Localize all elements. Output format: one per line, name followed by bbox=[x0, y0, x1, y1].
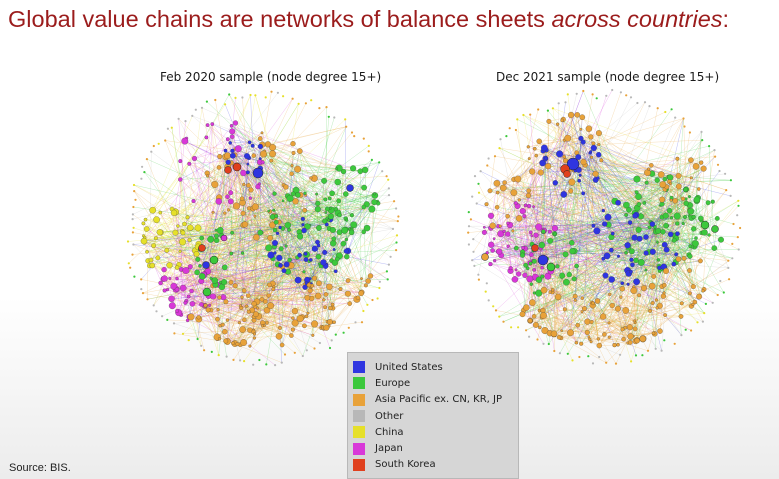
legend-item-asia-pacific: Asia Pacific ex. CN, KR, JP bbox=[353, 392, 518, 408]
legend-item-japan: Japan bbox=[353, 440, 518, 456]
network-graph-feb-2020 bbox=[126, 90, 400, 367]
network-nodes bbox=[467, 88, 742, 365]
legend-label: United States bbox=[375, 361, 443, 373]
legend-label: Asia Pacific ex. CN, KR, JP bbox=[375, 394, 503, 406]
source-note: Source: BIS. bbox=[9, 462, 71, 474]
legend-swatch bbox=[353, 458, 365, 471]
legend-item-south-korea: South Korea bbox=[353, 457, 518, 473]
legend-swatch bbox=[353, 361, 365, 374]
legend-item-europe: Europe bbox=[353, 375, 518, 391]
title-emphasis: across countries bbox=[551, 6, 723, 32]
legend-swatch bbox=[353, 377, 365, 390]
legend-label: Japan bbox=[375, 443, 403, 455]
panel-subtitle-feb-2020: Feb 2020 sample (node degree 15+) bbox=[160, 70, 382, 84]
legend-label: China bbox=[375, 426, 404, 438]
legend-item-united-states: United States bbox=[353, 359, 518, 375]
legend-label: South Korea bbox=[375, 459, 436, 471]
title-suffix: : bbox=[722, 6, 730, 32]
title-main: Global value chains are networks of bala… bbox=[8, 6, 552, 32]
legend-label: Europe bbox=[375, 377, 411, 389]
network-graph-dec-2021 bbox=[467, 88, 742, 365]
panel-subtitle-dec-2021: Dec 2021 sample (node degree 15+) bbox=[496, 70, 720, 84]
legend-item-china: China bbox=[353, 424, 518, 440]
legend-swatch bbox=[353, 442, 365, 455]
legend-swatch bbox=[353, 410, 365, 423]
legend-item-other: Other bbox=[353, 408, 518, 424]
legend: United States Europe Asia Pacific ex. CN… bbox=[347, 352, 519, 479]
network-nodes bbox=[126, 90, 400, 367]
legend-swatch bbox=[353, 393, 365, 406]
slide-title: Global value chains are networks of bala… bbox=[8, 6, 729, 33]
legend-label: Other bbox=[375, 410, 404, 422]
legend-swatch bbox=[353, 426, 365, 439]
